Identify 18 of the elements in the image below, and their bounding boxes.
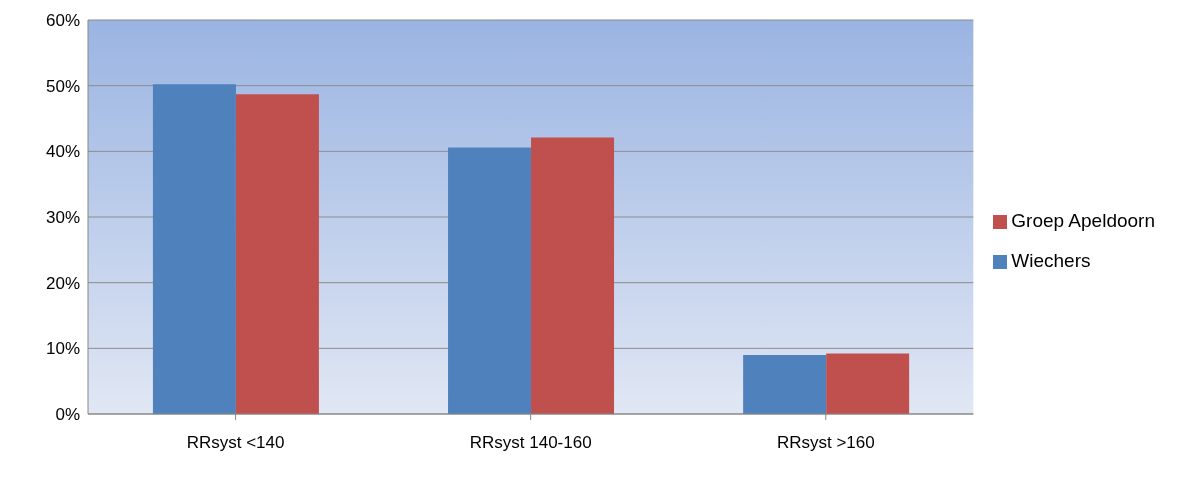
legend-label: Groep Apeldoorn: [1011, 210, 1155, 231]
y-tick-label: 0%: [55, 405, 80, 425]
bar: [448, 147, 532, 414]
bar: [826, 353, 910, 414]
bar: [531, 137, 615, 414]
x-tick-label: RRsyst >160: [776, 433, 875, 453]
y-tick-label: 60%: [45, 11, 80, 31]
legend-label: Wiechers: [1011, 250, 1091, 271]
bar: [152, 84, 236, 414]
y-tick-label: 50%: [45, 76, 80, 96]
y-tick-label: 40%: [45, 142, 80, 162]
bar: [743, 354, 827, 414]
y-tick-label: 20%: [45, 273, 80, 293]
bar: [235, 94, 319, 414]
x-tick-label: RRsyst <140: [186, 433, 285, 453]
x-tick-label: RRsyst 140-160: [469, 433, 592, 453]
y-tick-label: 30%: [45, 208, 80, 228]
y-tick-label: 10%: [45, 339, 80, 359]
